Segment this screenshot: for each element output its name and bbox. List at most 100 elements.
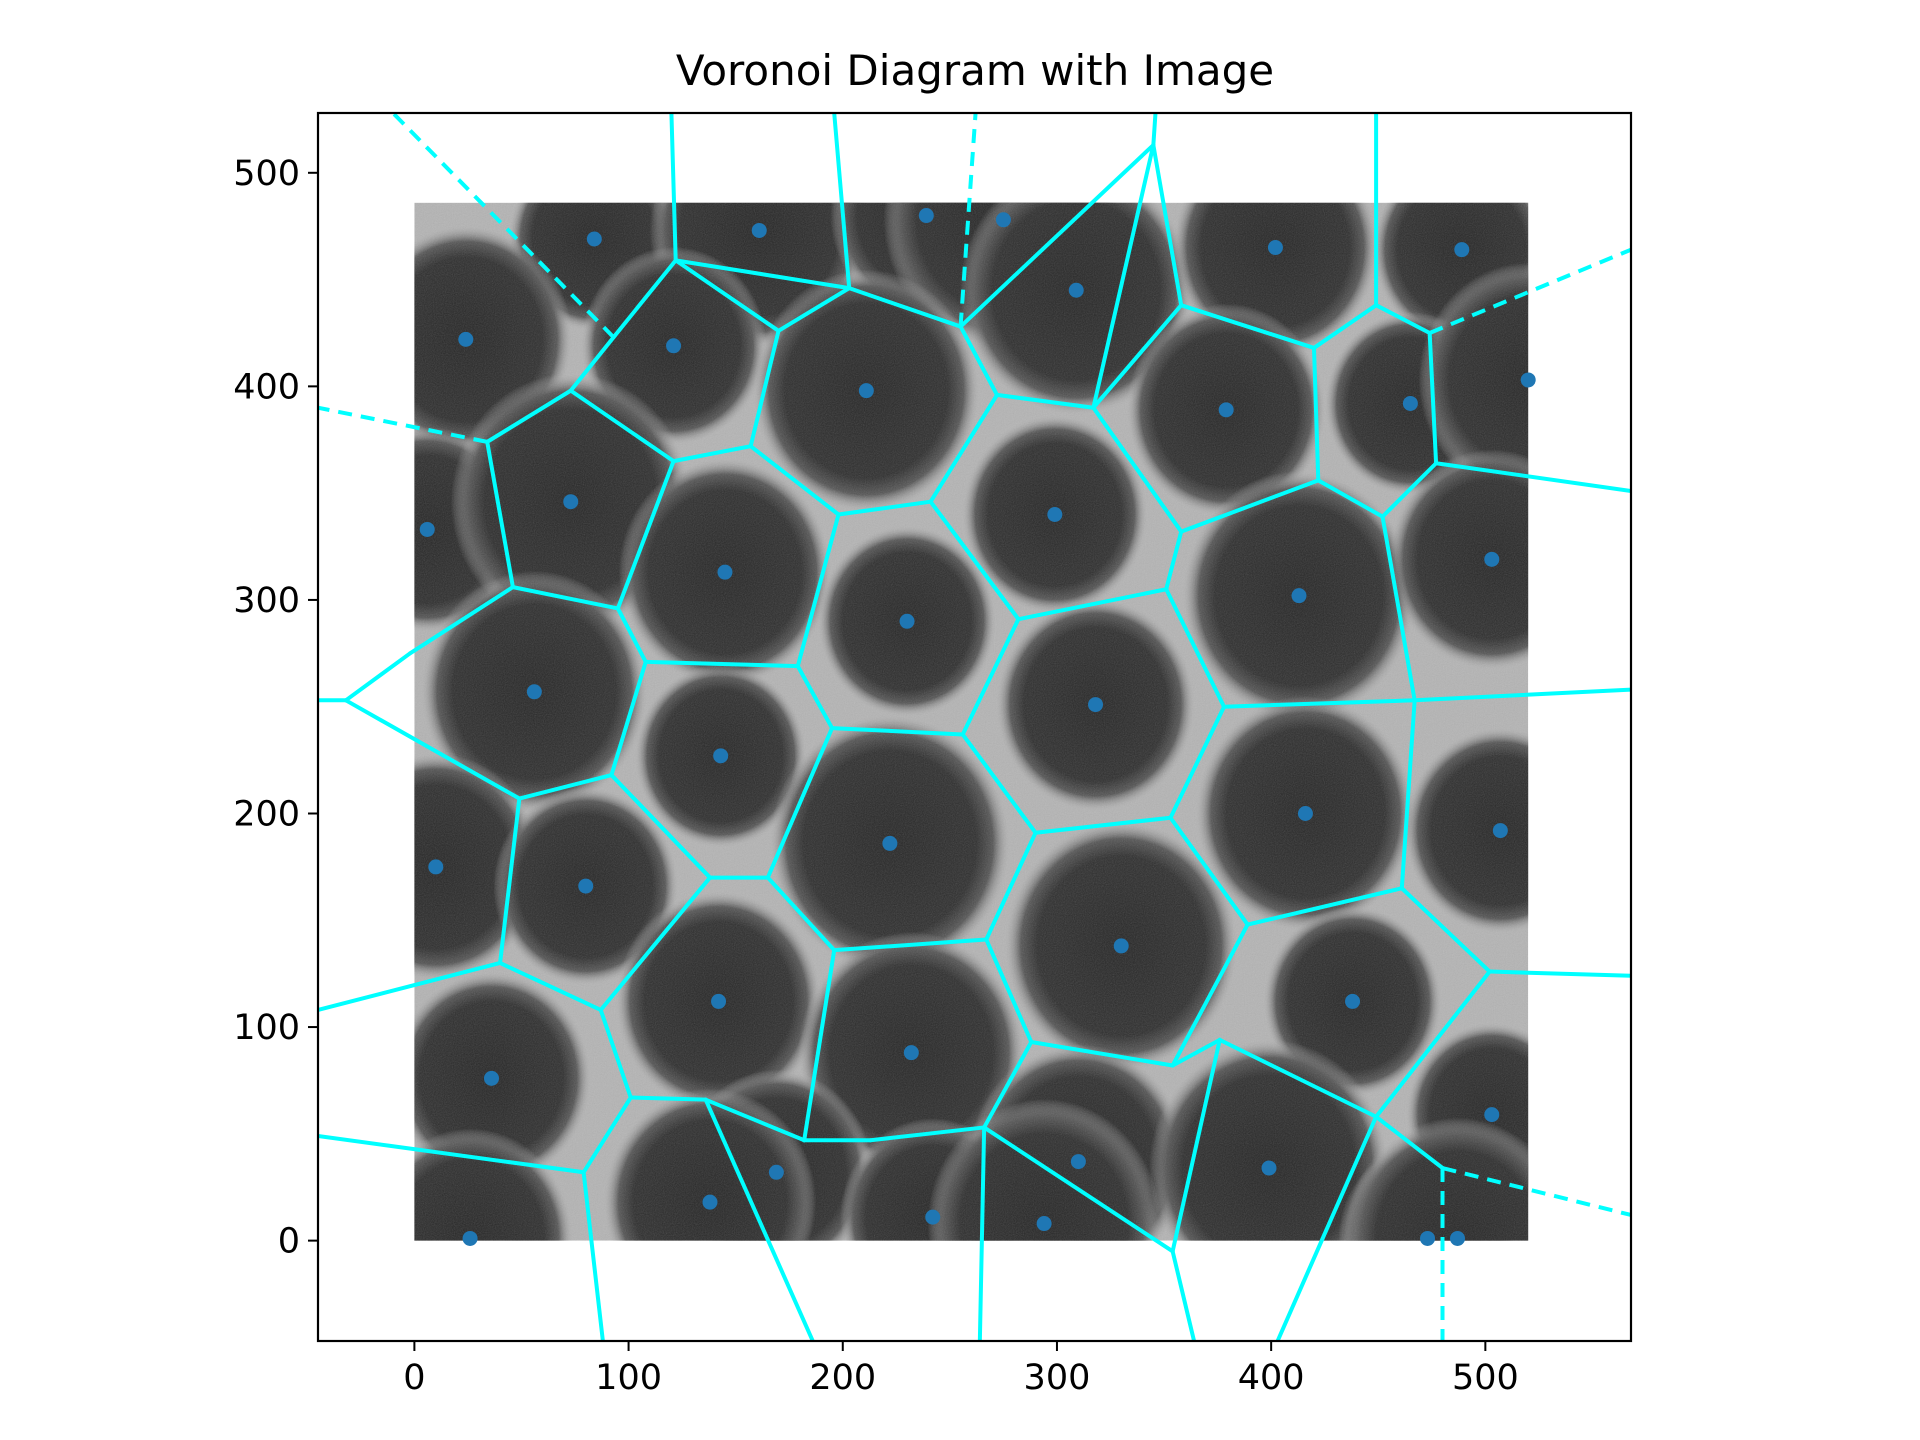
data-point (1036, 1216, 1052, 1232)
voronoi-edge (1164, 529, 1184, 592)
voronoi-edge (1170, 1249, 1197, 1341)
data-point (1520, 372, 1536, 388)
voronoi-edge (776, 286, 852, 333)
voronoi-edge (1091, 143, 1156, 410)
voronoi-edge (628, 1095, 708, 1102)
data-point (717, 564, 733, 580)
voronoi-edge (994, 392, 1096, 410)
voronoi-edge (703, 1097, 815, 1341)
data-point (1402, 395, 1418, 411)
voronoi-edge (615, 459, 676, 611)
y-tick-label: 200 (233, 794, 300, 834)
voronoi-edge-infinite (958, 113, 978, 327)
image-noise (414, 202, 1529, 1241)
voronoi-edge (568, 335, 616, 393)
voronoi-edge (982, 1125, 1175, 1254)
voronoi-edge (1217, 1037, 1379, 1119)
voronoi-edge (958, 324, 999, 397)
voronoi-edge (1151, 113, 1158, 148)
voronoi-edge (673, 258, 781, 333)
voronoi-edge (510, 585, 620, 611)
voronoi-edge (609, 659, 648, 778)
voronoi-edge (795, 664, 835, 731)
data-point (702, 1194, 718, 1210)
y-tick-label: 300 (233, 581, 300, 621)
voronoi-edge (318, 960, 503, 1012)
voronoi-edge (498, 960, 603, 1012)
data-point (1492, 823, 1508, 839)
data-point (711, 993, 727, 1009)
voronoi-edge (830, 726, 965, 737)
data-point (882, 835, 898, 851)
voronoi-edge (1374, 1114, 1445, 1171)
voronoi-edge (868, 1125, 987, 1143)
x-tick-label: 500 (1452, 1358, 1519, 1398)
voronoi-edge (1170, 1037, 1222, 1068)
voronoi-edge (611, 258, 678, 340)
voronoi-edge-infinite (318, 405, 488, 444)
x-tick-label: 100 (595, 1358, 662, 1398)
y-tick-label: 0 (278, 1222, 300, 1262)
voronoi-edge (1179, 303, 1316, 350)
voronoi-edge (598, 875, 712, 1012)
voronoi-edge (669, 113, 678, 263)
voronoi-edge (1316, 478, 1385, 519)
data-point (899, 613, 915, 629)
voronoi-edge (1275, 1114, 1379, 1341)
data-point (1291, 588, 1307, 604)
voronoi-edge (1311, 303, 1379, 350)
voronoi-edge (832, 937, 989, 953)
voronoi-edge (485, 439, 515, 590)
voronoi-edge (1168, 815, 1250, 927)
voronoi-edge (960, 617, 1021, 737)
voronoi-edge (643, 659, 800, 669)
voronoi-edge (960, 732, 1038, 835)
voronoi-edge-infinite (1442, 1166, 1631, 1217)
voronoi-edge (928, 392, 999, 504)
data-point (1047, 507, 1063, 523)
voronoi-edge (581, 1095, 633, 1175)
voronoi-edge (1222, 698, 1417, 709)
data-point (768, 1164, 784, 1180)
y-tick-label: 500 (233, 154, 300, 194)
voronoi-edge (1434, 461, 1631, 494)
voronoi-edge (318, 1133, 586, 1175)
data-point (526, 684, 542, 700)
voronoi-edge (765, 875, 837, 953)
voronoi-edge (795, 512, 841, 669)
data-point (419, 521, 435, 537)
data-point (1088, 697, 1104, 713)
voronoi-edge (1311, 345, 1321, 483)
voronoi-edge (1374, 303, 1432, 335)
data-point (1484, 1107, 1500, 1123)
data-point (586, 231, 602, 247)
y-tick-label: 400 (233, 367, 300, 407)
data-point (578, 878, 594, 894)
data-point (462, 1230, 478, 1246)
data-point (1267, 240, 1283, 256)
voronoi-edge (765, 726, 835, 880)
voronoi-edge (1412, 687, 1631, 703)
voronoi-edge (1487, 969, 1631, 978)
voronoi-edge (847, 286, 963, 329)
voronoi-edge (1033, 815, 1173, 835)
data-point (1113, 938, 1129, 954)
data-point (713, 748, 729, 764)
voronoi-edge (982, 1040, 1034, 1130)
data-point (995, 212, 1011, 228)
voronoi-edge (609, 773, 712, 880)
data-point (858, 383, 874, 399)
voronoi-edge (1380, 514, 1417, 703)
voronoi-edge (408, 585, 515, 656)
voronoi-edge (984, 937, 1034, 1045)
plot-area (318, 113, 1631, 1341)
data-point (1297, 805, 1313, 821)
voronoi-edges (318, 113, 1631, 1341)
voronoi-edge (1168, 704, 1227, 820)
voronoi-edge (748, 444, 841, 517)
voronoi-edge (977, 1125, 987, 1341)
voronoi-edge (1016, 587, 1169, 622)
voronoi-edge (1245, 886, 1404, 927)
voronoi-edge (581, 1170, 605, 1341)
voronoi-edge (984, 830, 1038, 942)
